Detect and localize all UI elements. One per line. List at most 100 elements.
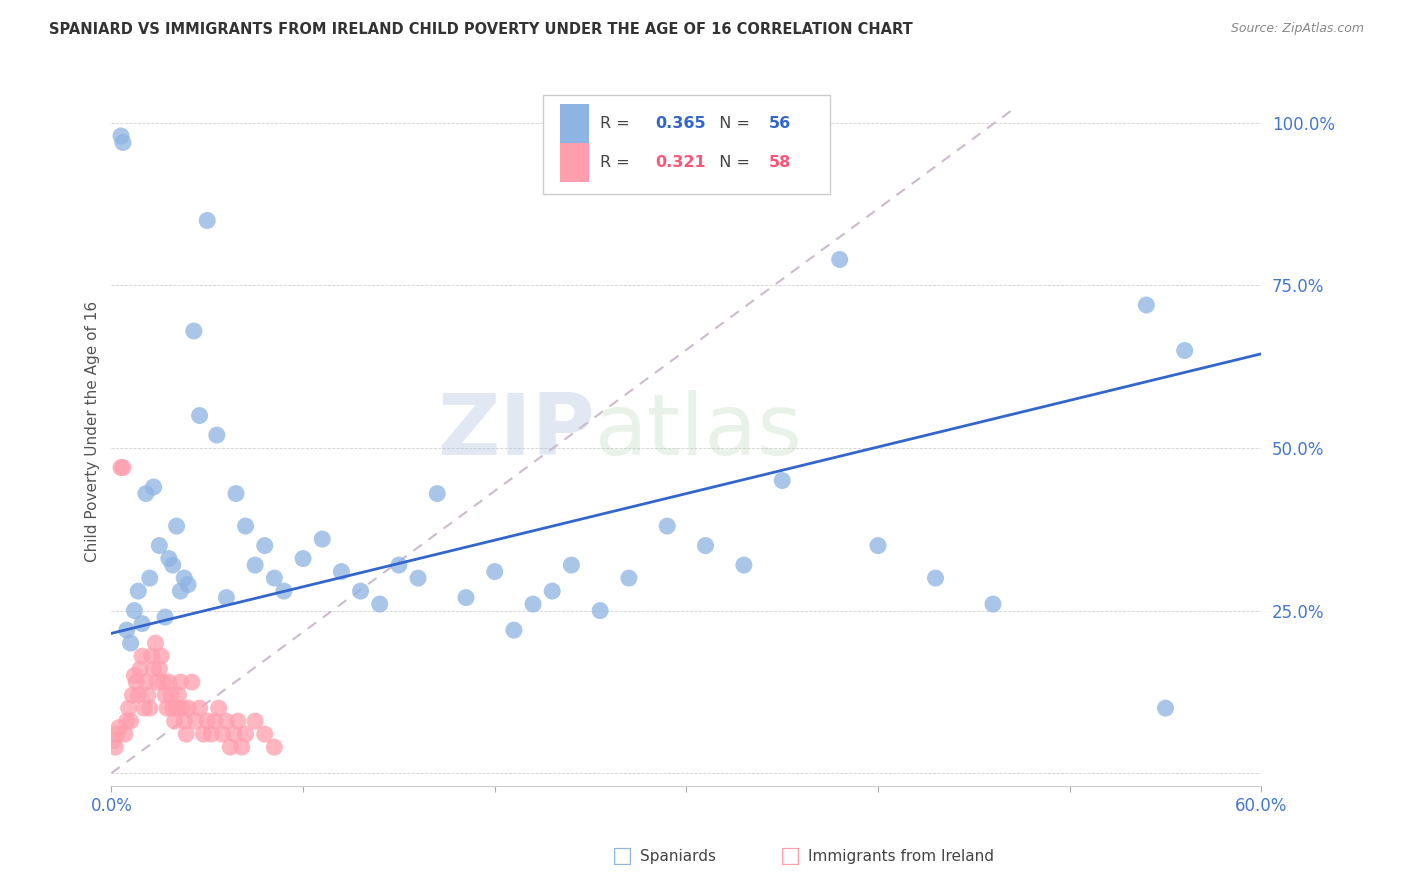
- Point: [118, 701, 141, 715]
- Point: [924, 571, 946, 585]
- Point: [263, 740, 285, 755]
- Point: [1135, 298, 1157, 312]
- Point: [169, 675, 191, 690]
- Point: [188, 409, 211, 423]
- Point: [115, 623, 138, 637]
- Point: [125, 675, 148, 690]
- Point: [311, 532, 333, 546]
- Point: [127, 688, 149, 702]
- Point: [142, 662, 165, 676]
- Point: [695, 539, 717, 553]
- Text: Source: ZipAtlas.com: Source: ZipAtlas.com: [1230, 22, 1364, 36]
- Point: [105, 727, 128, 741]
- Point: [169, 584, 191, 599]
- Point: [657, 519, 679, 533]
- Point: [162, 558, 184, 572]
- Point: [253, 727, 276, 741]
- Point: [153, 610, 176, 624]
- Point: [141, 649, 163, 664]
- Point: [200, 727, 222, 741]
- Point: [177, 701, 200, 715]
- Point: [157, 551, 180, 566]
- Point: [120, 636, 142, 650]
- Text: Immigrants from Ireland: Immigrants from Ireland: [808, 849, 994, 863]
- Text: □: □: [612, 847, 633, 866]
- Point: [522, 597, 544, 611]
- Point: [135, 675, 157, 690]
- Text: Spaniards: Spaniards: [640, 849, 716, 863]
- Point: [560, 558, 582, 572]
- Point: [103, 733, 125, 747]
- Point: [235, 519, 257, 533]
- Point: [104, 740, 127, 755]
- Text: N =: N =: [710, 116, 755, 131]
- Point: [617, 571, 640, 585]
- Point: [292, 551, 315, 566]
- Y-axis label: Child Poverty Under the Age of 16: Child Poverty Under the Age of 16: [86, 301, 100, 562]
- Point: [114, 727, 136, 741]
- Point: [108, 721, 131, 735]
- Point: [127, 584, 149, 599]
- Point: [150, 649, 173, 664]
- Point: [148, 662, 170, 676]
- Point: [235, 727, 257, 741]
- Point: [153, 688, 176, 702]
- Point: [184, 714, 207, 728]
- Point: [589, 604, 612, 618]
- Point: [121, 688, 143, 702]
- Point: [159, 688, 181, 702]
- Point: [273, 584, 295, 599]
- Point: [110, 460, 132, 475]
- Point: [173, 571, 195, 585]
- Point: [173, 714, 195, 728]
- Point: [225, 486, 247, 500]
- FancyBboxPatch shape: [543, 95, 830, 194]
- Point: [163, 714, 186, 728]
- Point: [156, 701, 179, 715]
- Text: SPANIARD VS IMMIGRANTS FROM IRELAND CHILD POVERTY UNDER THE AGE OF 16 CORRELATIO: SPANIARD VS IMMIGRANTS FROM IRELAND CHIL…: [49, 22, 912, 37]
- FancyBboxPatch shape: [560, 143, 589, 182]
- Point: [124, 668, 146, 682]
- Text: R =: R =: [600, 116, 636, 131]
- Point: [124, 604, 146, 618]
- Point: [204, 714, 226, 728]
- Point: [733, 558, 755, 572]
- Point: [406, 571, 429, 585]
- FancyBboxPatch shape: [560, 104, 589, 143]
- Point: [222, 727, 245, 741]
- Point: [139, 701, 162, 715]
- Point: [142, 480, 165, 494]
- Point: [368, 597, 391, 611]
- Text: 56: 56: [769, 116, 792, 131]
- Point: [349, 584, 371, 599]
- Point: [146, 675, 169, 690]
- Point: [166, 519, 188, 533]
- Point: [145, 636, 167, 650]
- Point: [215, 714, 238, 728]
- Point: [131, 649, 153, 664]
- Point: [828, 252, 851, 267]
- Text: 58: 58: [769, 155, 792, 170]
- Point: [226, 714, 249, 728]
- Point: [120, 714, 142, 728]
- Point: [1174, 343, 1197, 358]
- Point: [152, 675, 174, 690]
- Point: [211, 727, 233, 741]
- Point: [174, 727, 197, 741]
- Text: 0.365: 0.365: [655, 116, 706, 131]
- Point: [208, 701, 231, 715]
- Point: [193, 727, 215, 741]
- Point: [136, 688, 159, 702]
- Point: [243, 558, 266, 572]
- Point: [231, 740, 253, 755]
- Text: R =: R =: [600, 155, 636, 170]
- Point: [454, 591, 477, 605]
- Text: atlas: atlas: [595, 391, 803, 474]
- Point: [131, 616, 153, 631]
- Point: [541, 584, 564, 599]
- Point: [219, 740, 242, 755]
- Point: [135, 486, 157, 500]
- Point: [253, 539, 276, 553]
- Point: [166, 701, 188, 715]
- Point: [502, 623, 524, 637]
